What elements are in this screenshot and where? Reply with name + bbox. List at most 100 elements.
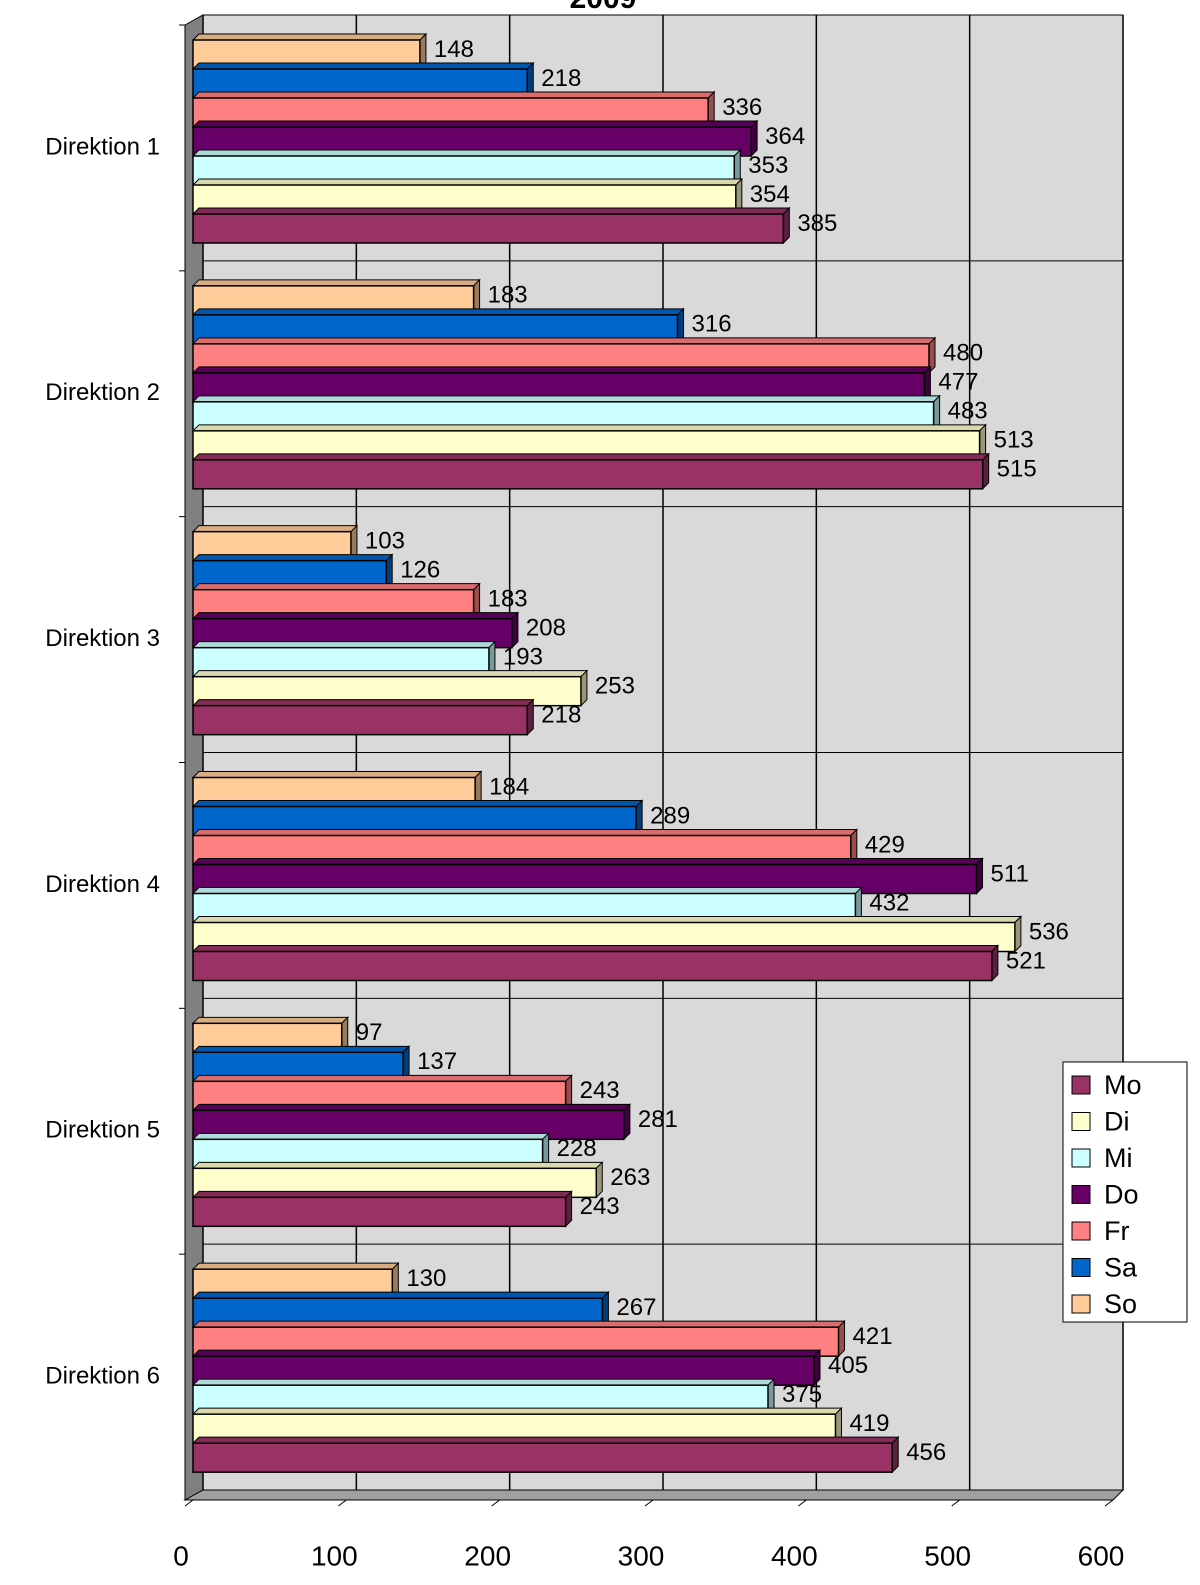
- data-label: 513: [994, 427, 1034, 454]
- bar-side: [982, 452, 990, 491]
- data-label: 536: [1029, 918, 1069, 945]
- legend-swatch: [1071, 1075, 1091, 1095]
- tick-mark: [1104, 1499, 1114, 1507]
- data-label: 419: [849, 1410, 889, 1437]
- bar-top: [191, 945, 1000, 952]
- data-label: 208: [526, 615, 566, 642]
- bar: [192, 459, 984, 490]
- bar: [192, 213, 785, 244]
- data-label: 281: [638, 1106, 678, 1133]
- bar-top: [191, 453, 990, 461]
- floor: [183, 1489, 1125, 1501]
- data-label: 263: [610, 1164, 650, 1191]
- legend-label: Do: [1104, 1180, 1139, 1210]
- bar-top: [191, 1349, 822, 1357]
- data-label: 483: [948, 398, 988, 425]
- bar-side: [595, 1161, 603, 1199]
- legend-swatch: [1071, 1185, 1091, 1204]
- bar-top: [191, 699, 535, 707]
- data-label: 253: [595, 673, 635, 700]
- data-label: 477: [938, 369, 978, 396]
- bar-top: [191, 771, 483, 778]
- bar: [192, 950, 993, 982]
- bar-top: [191, 395, 941, 403]
- bar-top: [191, 1190, 573, 1198]
- legend-swatch: [1071, 1112, 1091, 1131]
- bar: [192, 1442, 893, 1473]
- bar-top: [191, 1103, 632, 1111]
- bar-top: [191, 858, 984, 865]
- bar: [192, 704, 529, 736]
- data-label: 126: [400, 557, 440, 584]
- y-tick-label: Direktion 4: [45, 871, 160, 898]
- bar-top: [191, 583, 481, 591]
- tick-mark: [644, 1499, 654, 1507]
- chart-title: 2009: [570, 0, 637, 15]
- data-label: 97: [356, 1019, 383, 1046]
- bar-side: [782, 206, 790, 245]
- bar-top: [191, 1161, 604, 1169]
- tick-mark: [951, 1499, 960, 1507]
- bar-top: [191, 1407, 843, 1415]
- bar-top: [191, 829, 859, 836]
- tick-mark: [798, 1499, 807, 1507]
- data-label: 456: [906, 1439, 946, 1466]
- data-label: 421: [853, 1323, 893, 1350]
- data-label: 228: [557, 1135, 597, 1162]
- data-label: 429: [865, 831, 905, 858]
- data-label: 375: [782, 1381, 822, 1408]
- bar-top: [191, 308, 685, 316]
- bar-top: [191, 62, 535, 70]
- bar-top: [191, 33, 428, 41]
- bar-top: [191, 1016, 349, 1024]
- bar-top: [191, 1291, 610, 1299]
- x-tick-label: 400: [771, 1540, 818, 1571]
- bar-top: [191, 800, 644, 807]
- legend-swatch: [1071, 1148, 1091, 1168]
- y-tick-label: Direktion 2: [45, 379, 160, 406]
- legend-label: So: [1104, 1289, 1137, 1319]
- bar-side: [813, 1348, 821, 1387]
- bar-top: [191, 149, 742, 157]
- bar-top: [191, 1320, 846, 1328]
- bar-side: [580, 669, 588, 707]
- bar-side: [991, 944, 999, 982]
- legend-swatch: [1071, 1221, 1091, 1241]
- bar-top: [191, 1045, 411, 1053]
- bar-top: [191, 178, 744, 186]
- bar-top: [191, 1378, 776, 1386]
- x-tick-label: 500: [924, 1540, 971, 1571]
- data-label: 218: [541, 65, 581, 92]
- x-tick-label: 100: [311, 1540, 358, 1571]
- data-label: 336: [722, 94, 762, 121]
- bar-top: [191, 887, 863, 894]
- bar-top: [191, 670, 589, 678]
- data-label: 364: [765, 123, 805, 150]
- x-tick-label: 600: [1078, 1540, 1125, 1571]
- bar-side: [750, 119, 758, 158]
- bar-top: [191, 1132, 550, 1140]
- data-label: 432: [869, 889, 909, 916]
- bar-top: [191, 366, 932, 374]
- bar-top: [191, 279, 481, 287]
- data-label: 289: [650, 802, 690, 829]
- data-label: 480: [943, 340, 983, 367]
- legend-swatch: [1071, 1294, 1091, 1314]
- bar-side: [526, 698, 534, 736]
- bar-side: [976, 857, 984, 895]
- data-label: 103: [365, 528, 405, 555]
- bar-side: [623, 1103, 631, 1141]
- legend-label: Di: [1104, 1107, 1130, 1137]
- bar-top: [191, 554, 394, 562]
- data-label: 183: [488, 586, 528, 613]
- bar-top: [191, 207, 791, 215]
- y-tick-label: Direktion 6: [45, 1362, 160, 1389]
- y-tick-label: Direktion 1: [45, 133, 160, 160]
- data-label: 148: [434, 36, 474, 63]
- data-label: 184: [489, 773, 529, 800]
- bar-top: [191, 612, 520, 620]
- x-tick-label: 0: [173, 1540, 189, 1571]
- bar-top: [191, 641, 497, 649]
- data-label: 130: [406, 1265, 446, 1292]
